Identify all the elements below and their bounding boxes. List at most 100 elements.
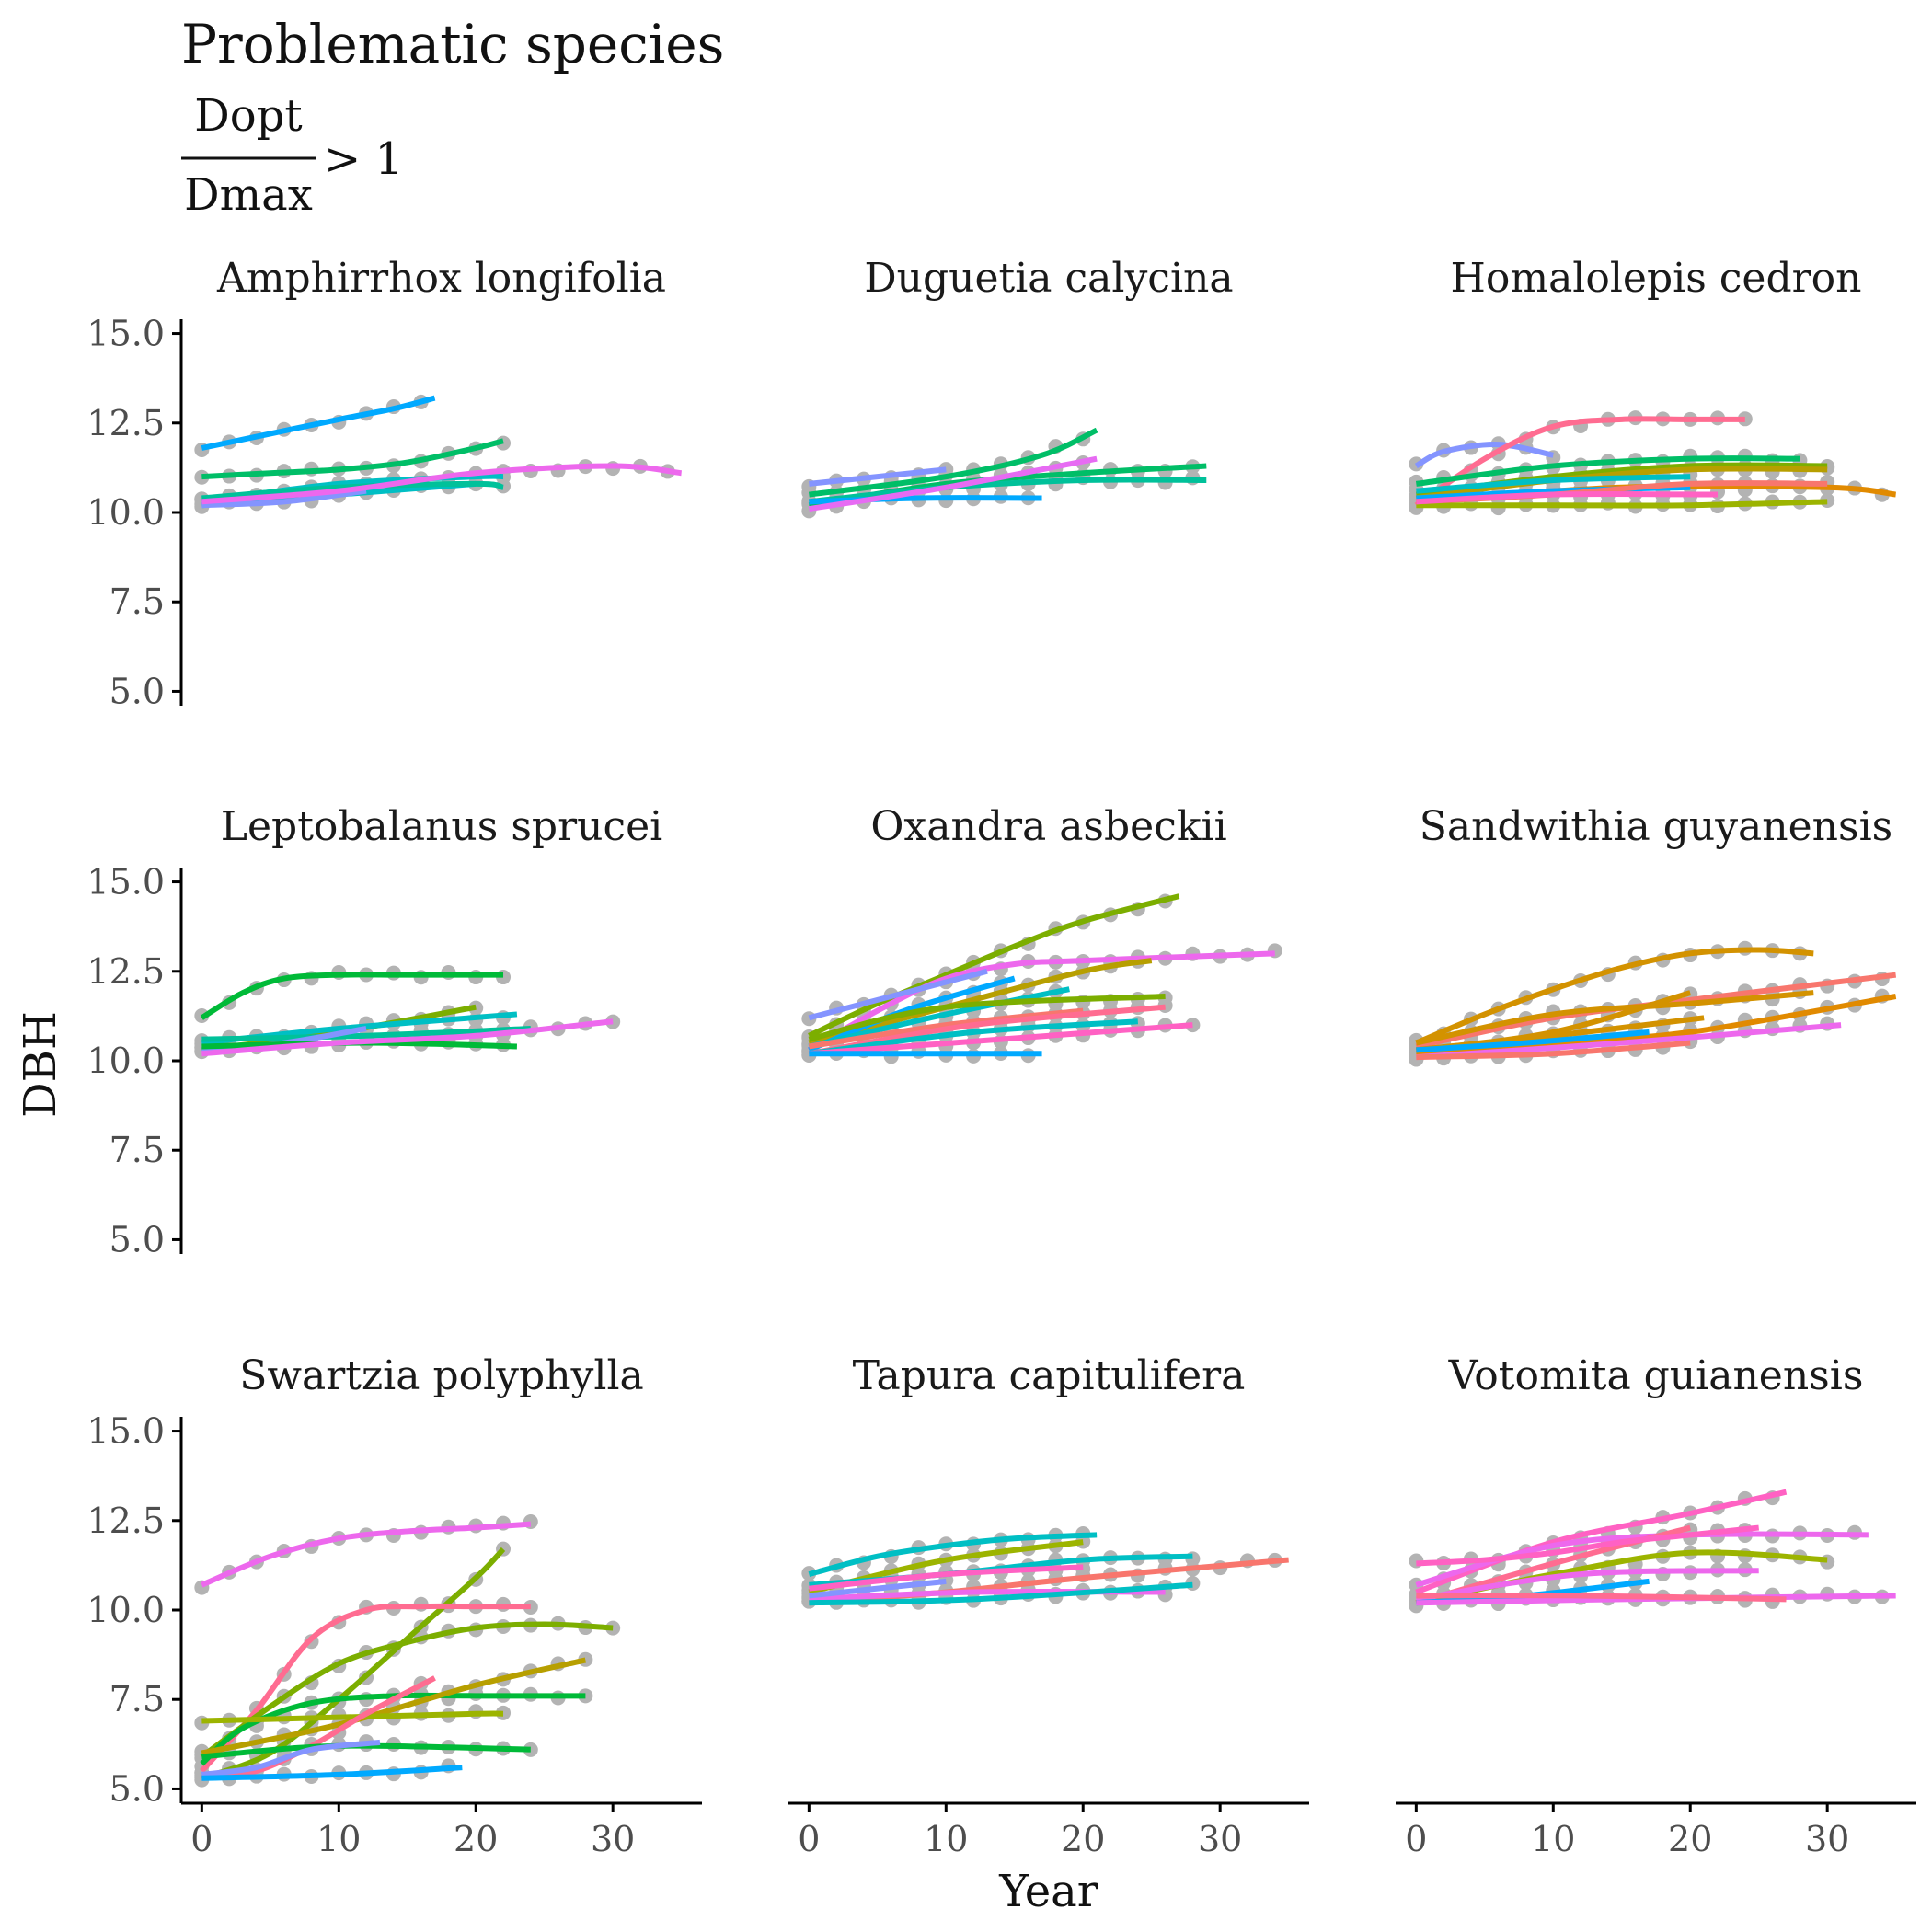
facet-panels: Amphirrhox longifolia 5.0 7.5 10.0 12.5 15.0 D… (86, 255, 1916, 1859)
tree-growth-curve (201, 1521, 532, 1588)
formula-denominator: Dmax (184, 169, 313, 221)
tree-growth-curve (809, 1578, 947, 1599)
y-tick-label: 15.0 (86, 862, 165, 903)
formula-suffix: > 1 (324, 133, 403, 185)
facet-title: Amphirrhox longifolia (216, 255, 666, 302)
y-axis-title: DBH (15, 1011, 66, 1118)
y-tick-label: 10.0 (86, 1041, 165, 1081)
x-tick-label: 30 (1805, 1819, 1849, 1859)
facet-votomita-guianensis: Votomita guianensis 0 10 20 30 (1396, 1352, 1916, 1859)
tree-growth-curve (1414, 442, 1554, 469)
tree-growth-curve (1415, 1531, 1869, 1588)
facet-swartzia-polyphylla: Swartzia polyphylla 5.0 7.5 10.0 12.5 15.0 0 10… (86, 1352, 702, 1859)
facet-leptobalanus-sprucei: Leptobalanus sprucei 5.0 7.5 10.0 12.5 15.0 (86, 803, 662, 1259)
tree-growth-curve (201, 1018, 614, 1057)
x-tick-label: 20 (1668, 1819, 1712, 1859)
observation-point (194, 469, 210, 485)
tree-growth-curve (808, 994, 1166, 1042)
tree-growth-curve (809, 1022, 1193, 1057)
facet-title: Duguetia calycina (864, 255, 1233, 302)
tree-growth-curve (201, 1710, 504, 1724)
tree-growth-curve (808, 1532, 1098, 1578)
tree-growth-curve (201, 488, 367, 509)
tree-growth-curve (201, 1547, 506, 1781)
fitted-curves (1415, 1489, 1896, 1606)
y-tick-label: 12.5 (86, 951, 165, 992)
tree-growth-curve (1414, 416, 1745, 508)
x-tick-label: 0 (798, 1819, 820, 1859)
tree-growth-curve (1415, 466, 1828, 501)
x-tick-label: 10 (924, 1819, 968, 1859)
facet-title: Oxandra asbeckii (870, 803, 1226, 850)
tree-growth-curve (201, 1739, 381, 1777)
tree-growth-curve (809, 495, 1042, 505)
tree-growth-curve (809, 1564, 1084, 1592)
tree-growth-curve (1416, 1593, 1787, 1603)
facet-sandwithia-guyanensis: Sandwithia guyanensis (1409, 803, 1897, 1067)
tree-growth-curve (1416, 474, 1691, 494)
fitted-curves (808, 1532, 1289, 1606)
tree-growth-curve (809, 1581, 1193, 1606)
y-tick-label: 5.0 (109, 671, 165, 711)
observation-point (605, 1620, 621, 1636)
tree-growth-curve (200, 1692, 586, 1766)
y-tick-label: 5.0 (109, 1219, 165, 1259)
x-tick-label: 0 (1405, 1819, 1427, 1859)
tree-growth-curve (201, 438, 504, 480)
facet-oxandra-asbeckii: Oxandra asbeckii (801, 803, 1282, 1064)
x-tick-label: 10 (316, 1819, 361, 1859)
formula-numerator: Dopt (194, 90, 302, 142)
fitted-curves (1415, 947, 1897, 1061)
fitted-curves (200, 972, 614, 1057)
tree-growth-curve (201, 1026, 531, 1042)
tree-growth-curve (1415, 1568, 1759, 1603)
tree-growth-curve (1415, 990, 1814, 1046)
x-tick-label: 20 (1061, 1819, 1105, 1859)
facet-duguetia-calycina: Duguetia calycina (801, 255, 1234, 519)
fitted-curves (1414, 416, 1897, 509)
tree-growth-curve (200, 1621, 614, 1759)
tree-growth-curve (808, 427, 1098, 498)
facet-title: Swartzia polyphylla (239, 1352, 644, 1399)
tree-growth-curve (201, 1765, 463, 1781)
tree-growth-curve (807, 950, 1275, 1052)
y-tick-label: 15.0 (86, 1411, 165, 1452)
x-tick-label: 0 (190, 1819, 213, 1859)
tree-growth-curve (1416, 1040, 1691, 1061)
observation-point (938, 462, 954, 477)
tree-growth-curve (201, 1657, 587, 1756)
tree-growth-curve (1415, 1489, 1788, 1595)
facet-title: Tapura capitulifera (853, 1352, 1246, 1399)
tree-growth-curve (201, 463, 683, 505)
y-tick-label: 12.5 (86, 1501, 165, 1541)
tree-growth-curve (809, 466, 947, 487)
chart-subtitle-formula: Dopt Dmax > 1 (181, 90, 403, 221)
y-tick-label: 12.5 (86, 403, 165, 443)
y-tick-label: 7.5 (109, 581, 165, 622)
fitted-curves (807, 893, 1275, 1057)
facet-amphirrhox-longifolia: Amphirrhox longifolia 5.0 7.5 10.0 12.5 15.0 (86, 255, 683, 711)
x-tick-label: 30 (591, 1819, 635, 1859)
y-tick-label: 10.0 (86, 1590, 165, 1630)
fitted-curves (808, 427, 1207, 512)
x-tick-label: 20 (454, 1819, 498, 1859)
y-tick-label: 5.0 (109, 1768, 165, 1809)
tree-growth-curve (1415, 947, 1814, 1046)
tree-growth-curve (1415, 455, 1800, 487)
tree-growth-curve (1416, 499, 1828, 509)
tree-growth-curve (809, 477, 1207, 505)
tree-growth-curve (200, 1603, 531, 1774)
observation-point (523, 1742, 538, 1757)
tree-growth-curve (808, 1007, 1084, 1050)
tree-growth-curve (808, 968, 988, 1021)
fitted-curves (201, 395, 683, 509)
x-tick-label: 30 (1198, 1819, 1242, 1859)
tree-growth-curve (1416, 1524, 1760, 1567)
y-tick-label: 7.5 (109, 1130, 165, 1170)
facet-title: Sandwithia guyanensis (1420, 803, 1892, 850)
chart-title: Problematic species (181, 13, 724, 75)
facet-title: Votomita guianensis (1448, 1352, 1864, 1399)
tree-growth-curve (200, 972, 504, 1020)
facet-title: Leptobalanus sprucei (221, 803, 662, 850)
